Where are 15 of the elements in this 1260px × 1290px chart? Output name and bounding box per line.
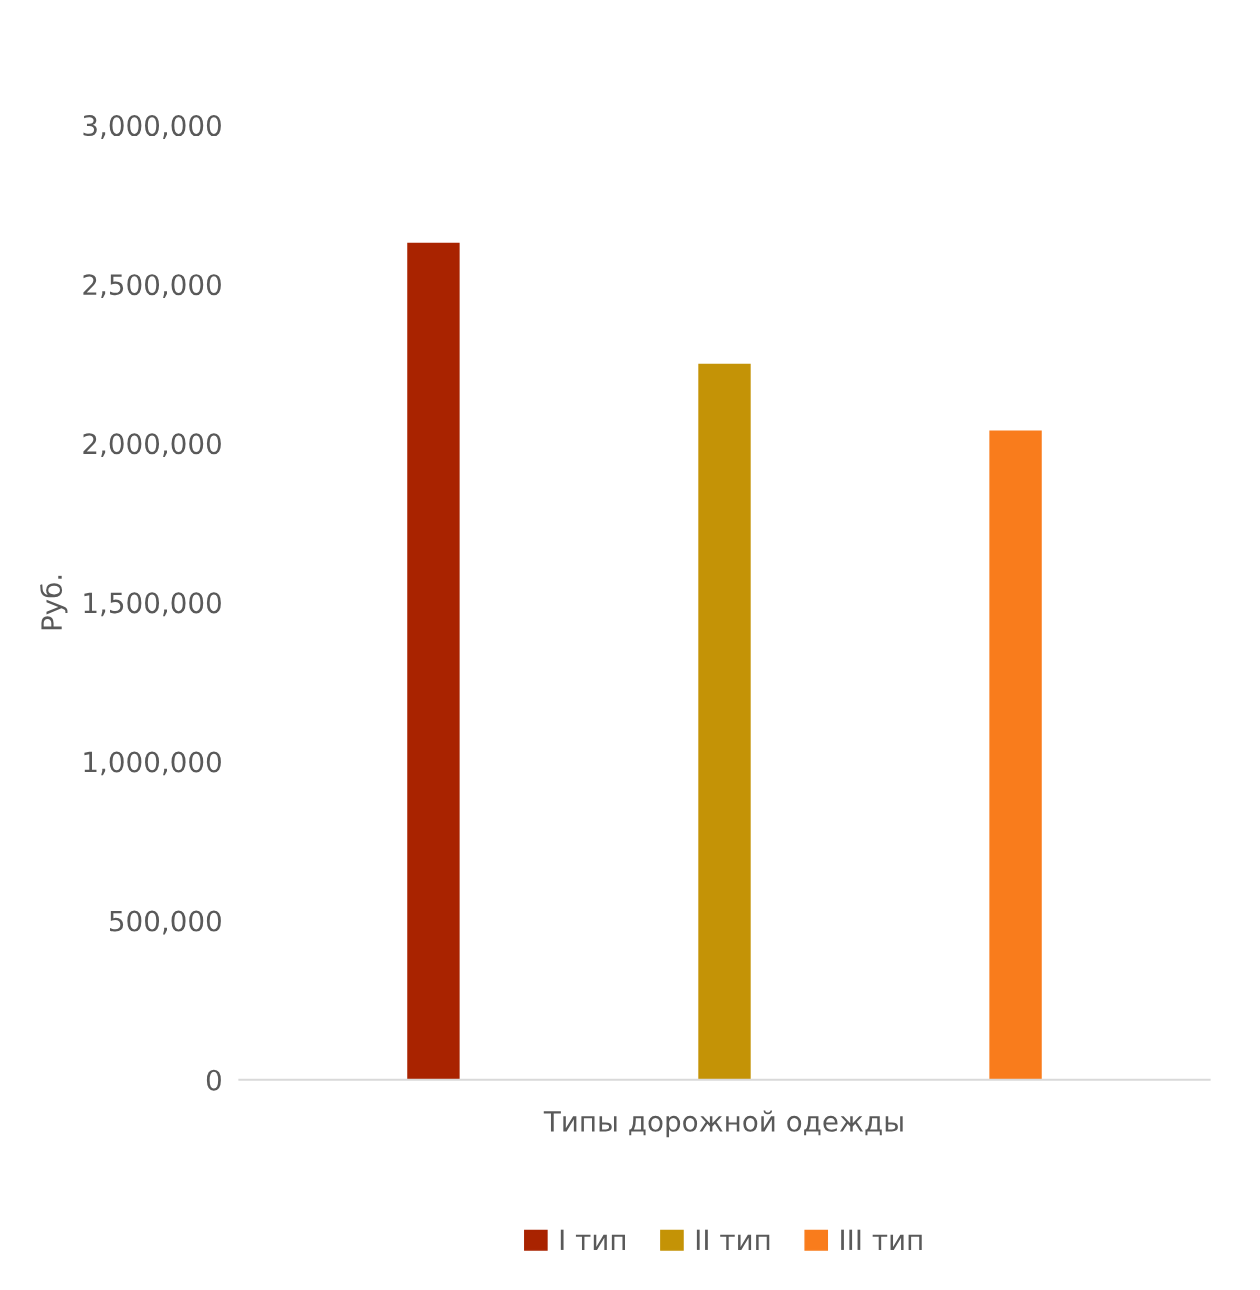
y-tick-label: 500,000 xyxy=(110,910,221,935)
legend-label: III тип xyxy=(841,1229,922,1250)
y-tick-label: 1,000,000 xyxy=(84,751,221,776)
bar xyxy=(989,430,1042,1080)
y-tick-label: 0 xyxy=(206,1069,221,1091)
legend-label: II тип xyxy=(696,1229,770,1250)
x-axis-title: Типы дорожной одежды xyxy=(543,1110,903,1138)
y-tick-label: 2,500,000 xyxy=(83,274,221,299)
bar xyxy=(407,242,460,1080)
legend-label: I тип xyxy=(560,1229,625,1250)
y-tick-label: 2,000,000 xyxy=(83,433,221,458)
y-tick-label: 1,500,000 xyxy=(84,592,221,617)
bar xyxy=(698,363,751,1080)
y-tick-label: 3,000,000 xyxy=(83,115,221,139)
y-axis-title: Руб. xyxy=(40,575,68,630)
